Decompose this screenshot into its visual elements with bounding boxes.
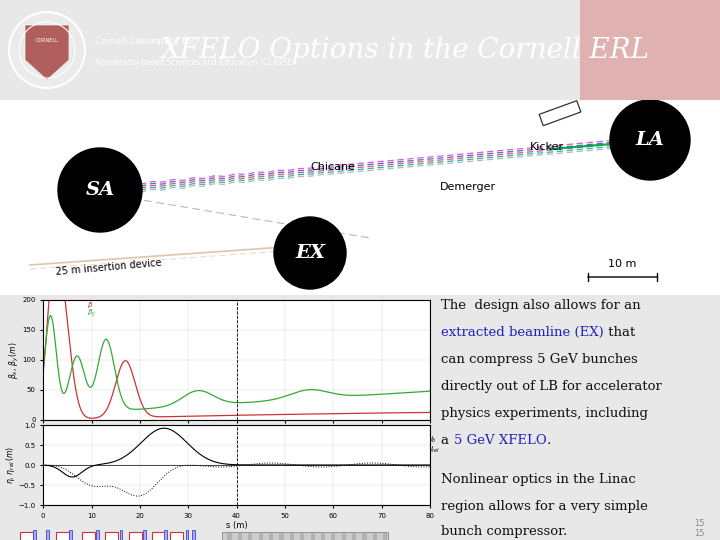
Text: SA: SA	[86, 181, 114, 199]
Y-axis label: $\eta,\,\eta_{rel}\,(m)$: $\eta,\,\eta_{rel}\,(m)$	[4, 446, 17, 484]
Bar	[342, 532, 346, 540]
Polygon shape	[25, 25, 69, 80]
Bar	[580, 0, 720, 100]
Bar	[321, 532, 325, 540]
Text: 5 GeV XFELO: 5 GeV XFELO	[454, 434, 546, 447]
Bar	[331, 532, 336, 540]
Bar	[310, 532, 315, 540]
Bar	[56, 532, 69, 540]
Bar	[383, 532, 387, 540]
Text: EX: EX	[295, 244, 325, 262]
Bar	[186, 530, 189, 540]
Circle shape	[610, 100, 690, 180]
Bar	[228, 532, 232, 540]
Bar	[19, 532, 32, 540]
Bar	[170, 532, 183, 540]
Bar	[289, 532, 294, 540]
Bar	[192, 530, 194, 540]
Bar	[96, 530, 99, 540]
Bar	[120, 530, 122, 540]
Text: can compress 5 GeV bunches: can compress 5 GeV bunches	[441, 353, 638, 366]
Bar	[238, 532, 242, 540]
Text: $\beta$: $\beta$	[86, 300, 93, 310]
Bar	[129, 532, 142, 540]
Bar	[45, 530, 49, 540]
Bar	[373, 532, 377, 540]
Text: CORNELL: CORNELL	[35, 37, 58, 43]
Bar	[105, 532, 118, 540]
Text: 15: 15	[694, 529, 704, 537]
Bar	[248, 532, 252, 540]
Bar	[143, 530, 146, 540]
Text: physics experiments, including: physics experiments, including	[441, 407, 648, 420]
Bar	[164, 530, 166, 540]
Text: a: a	[441, 434, 454, 447]
Bar	[352, 532, 356, 540]
Bar	[152, 532, 165, 540]
Bar	[222, 532, 389, 540]
Text: XFELO Options in the Cornell ERL: XFELO Options in the Cornell ERL	[161, 37, 649, 64]
Text: Cornell Laboratory for: Cornell Laboratory for	[95, 37, 194, 46]
Circle shape	[58, 148, 142, 232]
Polygon shape	[539, 100, 581, 126]
Text: that: that	[604, 326, 635, 339]
Text: Kicker: Kicker	[530, 142, 564, 152]
Bar	[258, 532, 263, 540]
Bar	[300, 532, 305, 540]
Text: LA: LA	[636, 131, 665, 149]
Bar	[269, 532, 273, 540]
Text: 10 m: 10 m	[608, 259, 636, 269]
Text: region allows for a very simple: region allows for a very simple	[441, 500, 648, 513]
Text: $l_{rel}$: $l_{rel}$	[430, 445, 441, 455]
Text: Chicane: Chicane	[310, 162, 355, 172]
Text: directly out of LB for accelerator: directly out of LB for accelerator	[441, 380, 662, 393]
Text: Demerger: Demerger	[440, 182, 496, 192]
Circle shape	[274, 217, 346, 289]
Bar	[279, 532, 284, 540]
Text: Nonlinear optics in the Linac: Nonlinear optics in the Linac	[441, 473, 636, 486]
Bar	[32, 530, 36, 540]
Y-axis label: $\beta_x,\,\beta_y\,(m)$: $\beta_x,\,\beta_y\,(m)$	[8, 341, 21, 379]
Text: $\beta_y$: $\beta_y$	[86, 308, 96, 319]
Circle shape	[9, 12, 85, 88]
Text: 15: 15	[694, 519, 704, 528]
Text: 25 m insertion device: 25 m insertion device	[55, 258, 162, 277]
Bar	[362, 532, 366, 540]
Text: extracted beamline (EX): extracted beamline (EX)	[441, 326, 604, 339]
Text: The  design also allows for an: The design also allows for an	[441, 299, 641, 312]
Text: .: .	[546, 434, 551, 447]
Text: $l_\delta$: $l_\delta$	[430, 435, 437, 445]
Text: Accelerator-based Sciences and Education (CLASSE): Accelerator-based Sciences and Education…	[95, 57, 295, 66]
X-axis label: s (m): s (m)	[226, 522, 248, 530]
Bar	[69, 530, 72, 540]
Text: bunch compressor.: bunch compressor.	[441, 524, 567, 537]
Bar	[82, 532, 95, 540]
